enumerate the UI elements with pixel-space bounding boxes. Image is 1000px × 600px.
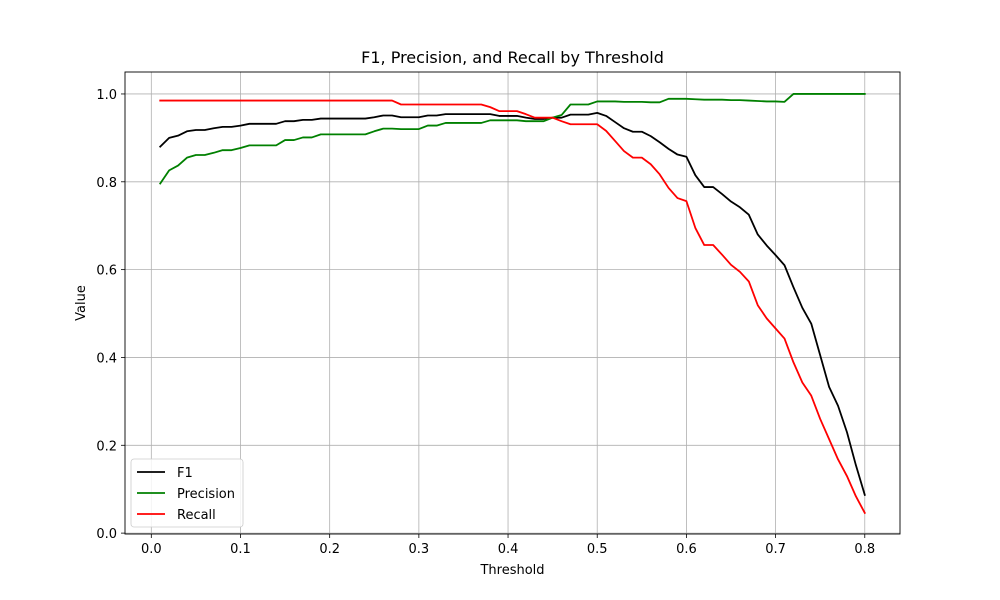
- x-tick-label: 0.5: [587, 542, 608, 557]
- y-tick-label: 0.8: [96, 176, 117, 191]
- plot-frame: [124, 71, 901, 535]
- axis-ticks: 0.0 0.1 0.2 0.3 0.4 0.5 0.6 0.7 0.8 0.0 0.2 0.4 0.6 0…: [96, 88, 875, 557]
- y-axis-label: Value: [74, 285, 89, 321]
- legend-label: Recall: [177, 508, 216, 523]
- x-tick-label: 0.8: [854, 542, 875, 557]
- grid: [125, 72, 900, 534]
- series-line-f1: [158, 111, 866, 497]
- x-tick-label: 0.0: [141, 542, 162, 557]
- x-tick-label: 0.2: [319, 542, 340, 557]
- x-tick-label: 0.3: [409, 542, 430, 557]
- x-tick-label: 0.4: [498, 542, 519, 557]
- series-lines: [158, 93, 866, 515]
- chart-title: F1, Precision, and Recall by Threshold: [361, 48, 664, 67]
- series-line-precision: [158, 93, 866, 185]
- legend: F1 Precision Recall: [130, 458, 244, 528]
- y-tick-label: 0.2: [96, 439, 117, 454]
- x-axis-label: Threshold: [479, 563, 544, 578]
- x-tick-label: 0.1: [230, 542, 251, 557]
- x-tick-label: 0.6: [676, 542, 697, 557]
- y-tick-label: 0.6: [96, 264, 117, 279]
- legend-label: F1: [177, 466, 193, 481]
- legend-label: Precision: [177, 487, 235, 502]
- series-line-recall: [159, 99, 866, 515]
- y-tick-label: 0.4: [96, 351, 117, 366]
- y-tick-label: 1.0: [96, 88, 117, 103]
- x-tick-label: 0.7: [765, 542, 786, 557]
- y-tick-label: 0.0: [96, 527, 117, 542]
- legend-box: [130, 458, 244, 528]
